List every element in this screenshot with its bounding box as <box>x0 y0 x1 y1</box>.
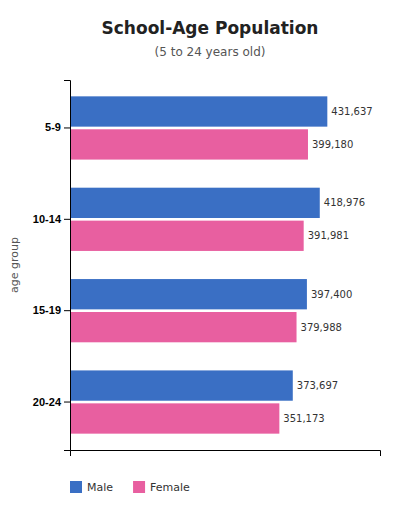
data-label: 351,173 <box>283 413 324 424</box>
legend-label: Male <box>87 481 113 494</box>
y-tick: 5-9 <box>45 121 70 133</box>
bars <box>70 96 327 433</box>
data-label: 373,697 <box>297 380 338 391</box>
data-labels: 431,637 418,976 397,400 373,697 399,180 391,9… <box>283 106 372 424</box>
series <box>70 96 327 400</box>
y-tick-mark <box>64 127 70 128</box>
bar <box>70 312 297 342</box>
legend-item: Female <box>133 481 190 494</box>
y-axis-line <box>64 81 71 451</box>
plot-area: 431,637 418,976 397,400 373,697 399,180 391,9… <box>33 81 381 457</box>
bar <box>70 403 279 433</box>
bar <box>70 221 304 251</box>
legend-swatch <box>70 481 82 493</box>
y-axis: 5-9 10-14 15-19 20-24 <box>33 81 71 451</box>
bar <box>70 129 308 159</box>
y-tick: 10-14 <box>33 213 70 225</box>
data-label: 431,637 <box>331 106 372 117</box>
y-tick-label: 10-14 <box>33 213 62 225</box>
x-axis <box>71 451 381 457</box>
chart: School-Age Population (5 to 24 years old)… <box>0 0 420 530</box>
data-label: 391,981 <box>308 230 349 241</box>
y-tick-label: 5-9 <box>45 121 61 133</box>
y-axis-label: age group <box>8 237 21 293</box>
legend-label: Female <box>150 481 190 494</box>
series <box>70 129 308 433</box>
subtitle: (5 to 24 years old) <box>155 45 266 59</box>
y-tick-mark <box>64 402 70 403</box>
data-label: 418,976 <box>324 197 365 208</box>
legend-item: Male <box>70 481 113 494</box>
data-label: 397,400 <box>311 289 352 300</box>
title: School-Age Population <box>102 18 319 38</box>
y-tick-label: 20-24 <box>33 396 62 408</box>
y-tick-mark <box>64 310 70 311</box>
y-tick: 20-24 <box>33 396 70 408</box>
y-tick-mark <box>64 219 70 220</box>
bar <box>70 188 320 218</box>
legend-swatch <box>133 481 145 493</box>
bar <box>70 279 307 309</box>
data-label: 379,988 <box>301 322 342 333</box>
x-axis-line <box>71 451 381 457</box>
y-tick: 15-19 <box>33 304 70 316</box>
legend: Male Female <box>70 481 190 494</box>
data-label: 399,180 <box>312 139 353 150</box>
y-tick-label: 15-19 <box>33 304 61 316</box>
bar <box>70 370 293 400</box>
bar <box>70 96 327 126</box>
